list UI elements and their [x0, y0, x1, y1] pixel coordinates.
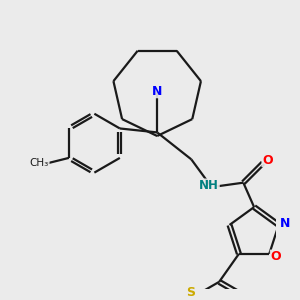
Text: O: O: [262, 154, 273, 166]
Text: S: S: [186, 286, 195, 299]
Text: CH₃: CH₃: [30, 158, 49, 168]
Text: NH: NH: [199, 179, 219, 192]
Text: O: O: [270, 250, 281, 263]
Text: N: N: [152, 85, 162, 98]
Text: N: N: [280, 217, 290, 230]
